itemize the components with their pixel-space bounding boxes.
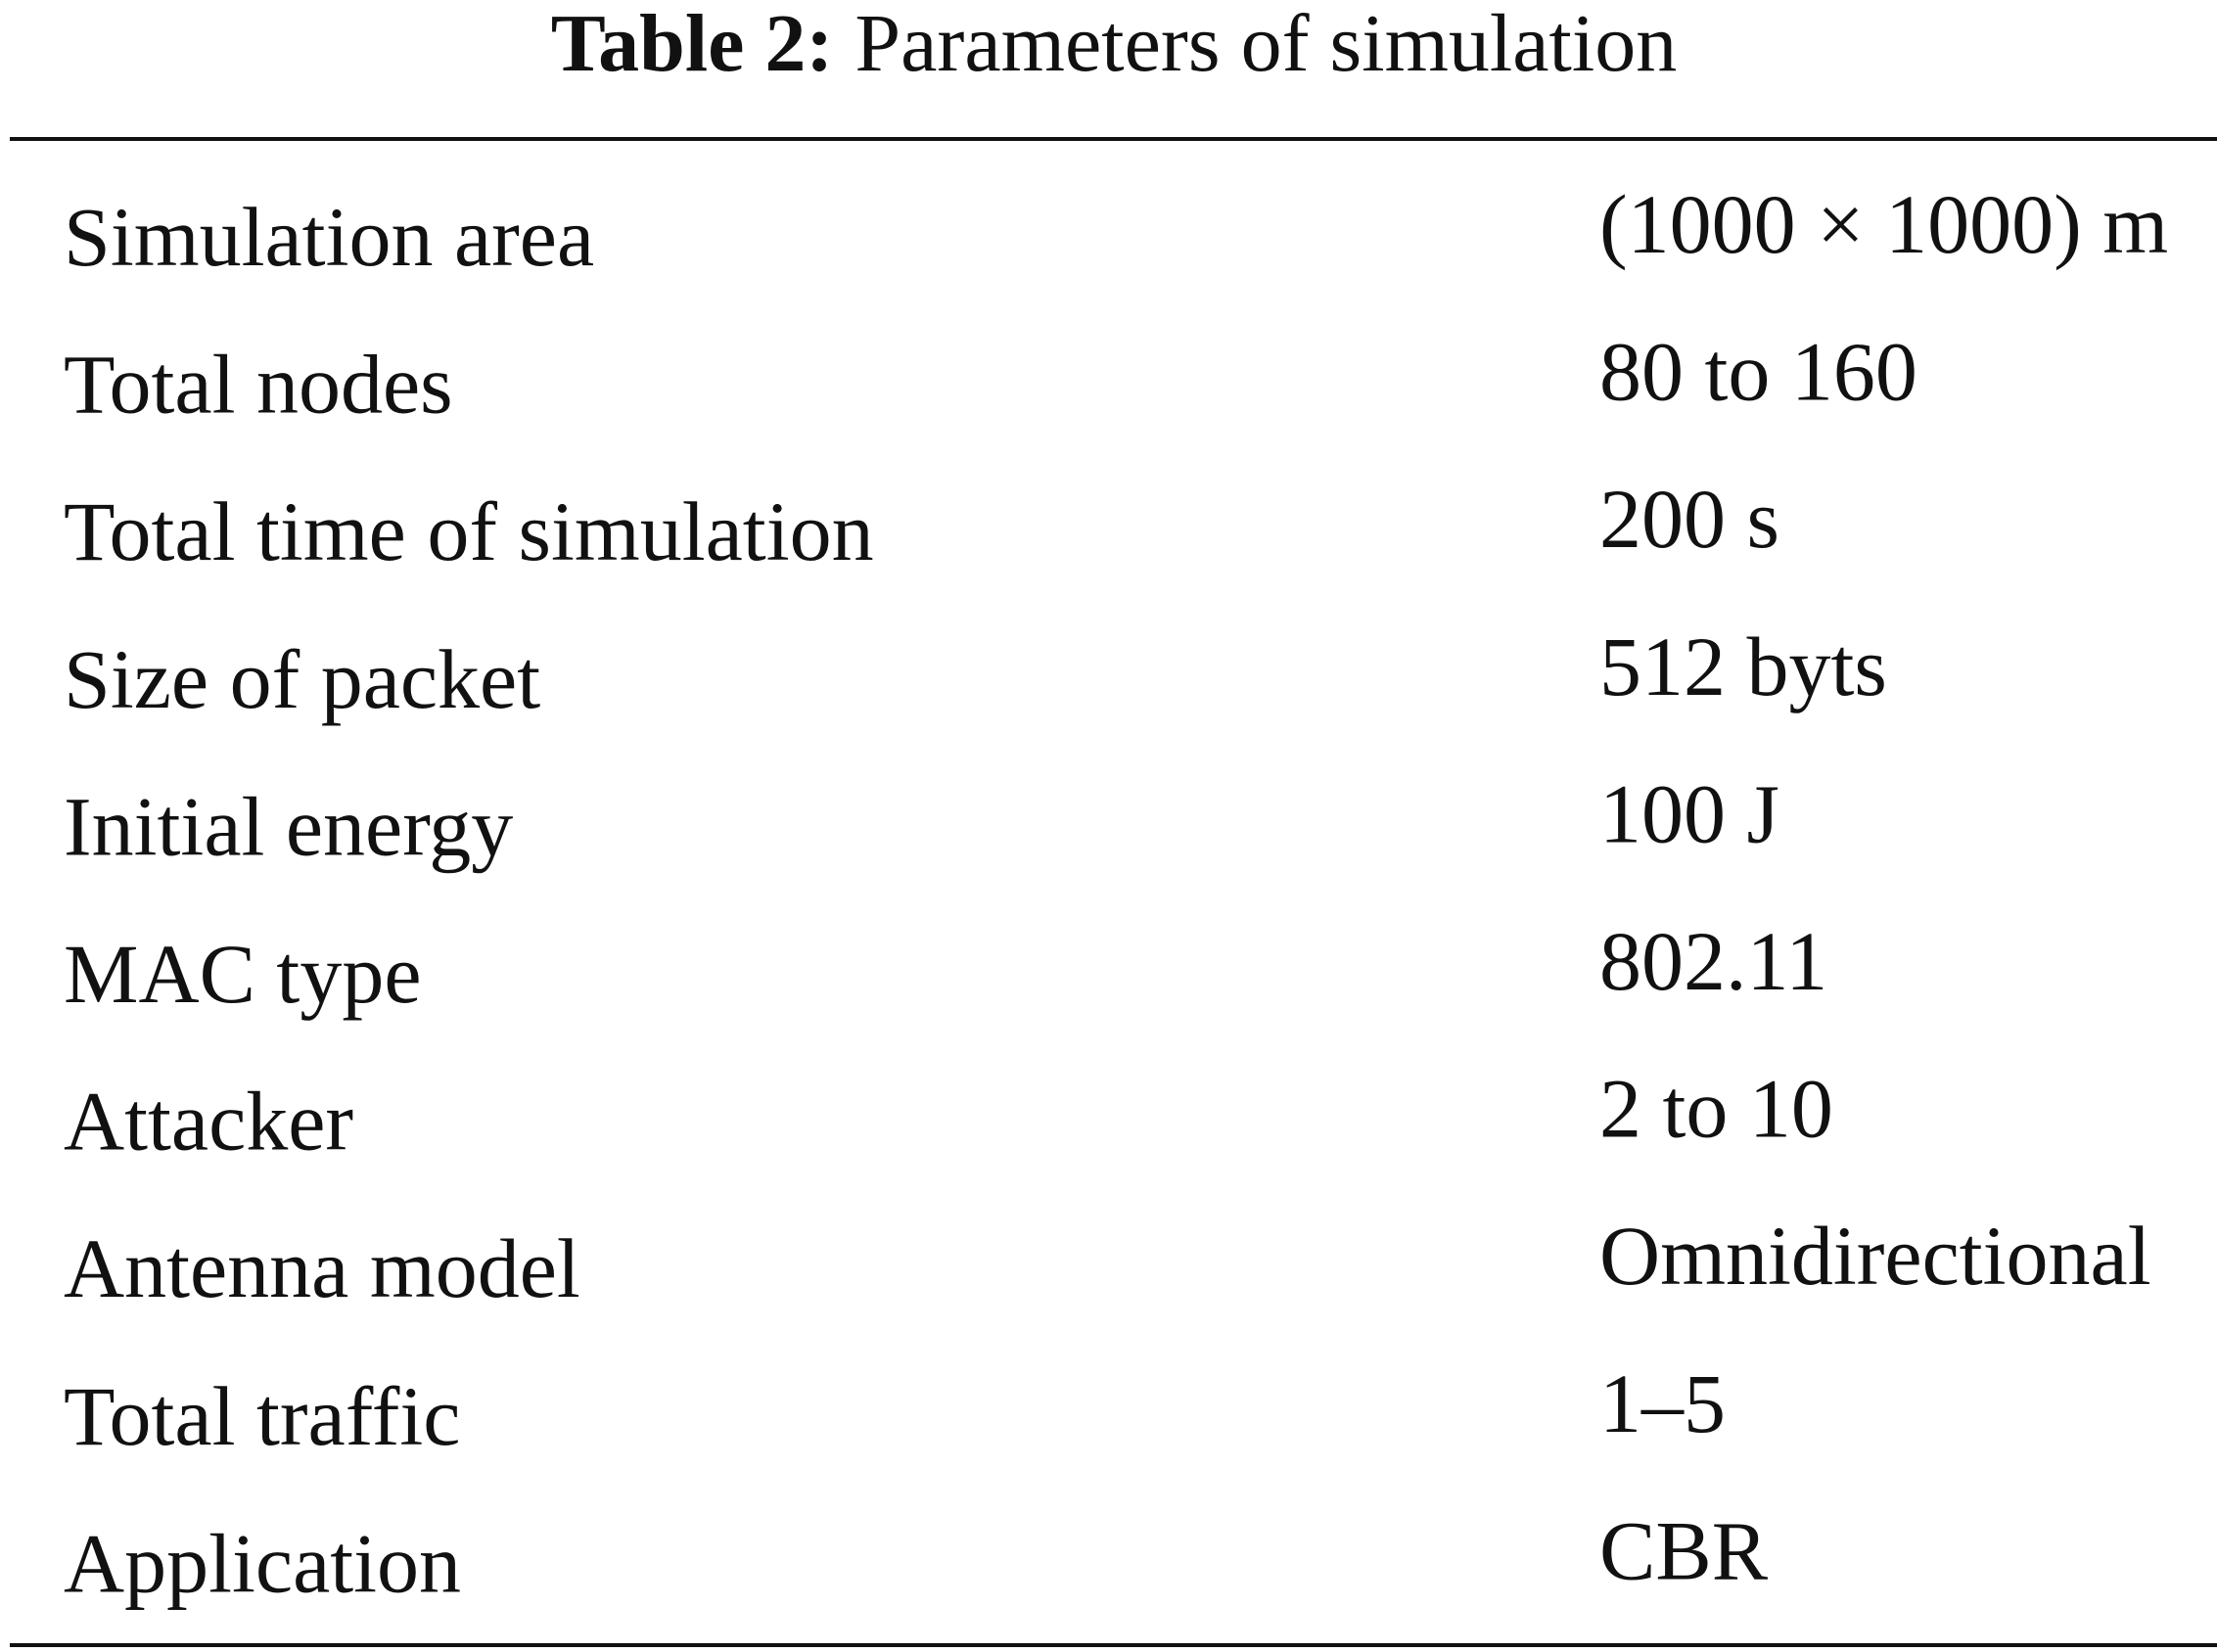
parameter-value: 802.11 [1599,914,1827,1008]
caption: Table 2: Parameters of simulation [551,0,1677,89]
parameter-value: (1000 × 1000) m [1599,177,2168,271]
parameter-name: Antenna model [64,1221,580,1315]
parameter-value: 512 byts [1599,620,1887,713]
parameter-value: 2 to 10 [1599,1062,1833,1156]
parameter-name: Attacker [64,1075,353,1169]
parameter-value: CBR [1599,1503,1769,1597]
top-rule [10,137,2217,141]
caption-label: Table 2: [551,0,834,89]
parameter-value: 100 J [1599,766,1779,860]
parameter-name: Size of packet [64,632,540,726]
bottom-rule [10,1643,2217,1647]
parameter-name: MAC type [64,927,422,1021]
parameter-name: Total time of simulation [64,484,874,578]
parameter-value: 80 to 160 [1599,325,1917,419]
parameter-name: Application [64,1516,461,1610]
parameter-name: Simulation area [64,190,594,284]
parameter-value: Omnidirectional [1599,1209,2151,1303]
parameter-name: Initial energy [64,779,513,873]
caption-text: Parameters of simulation [854,0,1677,89]
parameter-value: 200 s [1599,472,1779,566]
parameter-value: 1–5 [1599,1356,1726,1450]
parameter-name: Total nodes [64,338,453,432]
parameter-name: Total traffic [64,1369,460,1463]
